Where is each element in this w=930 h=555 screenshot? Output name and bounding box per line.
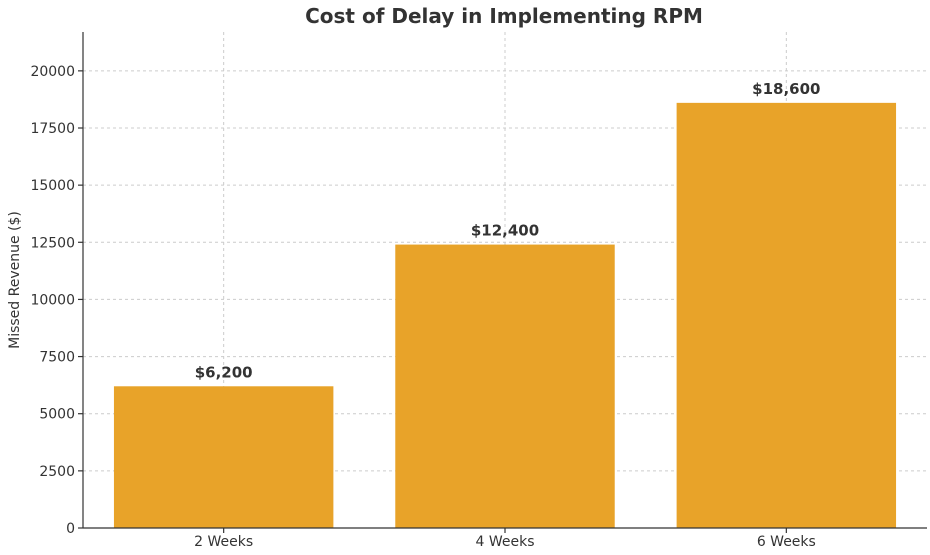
- y-tick-label: 20000: [30, 64, 75, 80]
- x-tick-label: 2 Weeks: [194, 534, 253, 550]
- y-tick-label: 10000: [30, 292, 75, 308]
- y-tick-label: 17500: [30, 121, 75, 137]
- y-tick-label: 0: [66, 521, 75, 537]
- chart-title: Cost of Delay in Implementing RPM: [305, 4, 703, 28]
- bar: [676, 102, 897, 528]
- bar-data-label: $18,600: [752, 80, 820, 98]
- bar: [113, 386, 334, 528]
- x-tick-label: 4 Weeks: [475, 534, 534, 550]
- x-tick-label: 6 Weeks: [757, 534, 816, 550]
- tick-layer: 0 2500 5000 7500 10000 12500 15000 17500 20000 2 …: [30, 64, 815, 550]
- y-tick-label: 5000: [39, 407, 75, 423]
- y-tick-label: 7500: [39, 350, 75, 366]
- y-axis-label: Missed Revenue ($): [7, 211, 23, 349]
- bar: [395, 244, 615, 529]
- y-tick-label: 12500: [30, 235, 75, 251]
- bar-data-label: $12,400: [471, 222, 539, 240]
- y-tick-label: 15000: [30, 178, 75, 194]
- data-label-layer: $6,200 $12,400 $18,600: [195, 80, 821, 381]
- y-tick-label: 2500: [39, 464, 75, 480]
- bar-data-label: $6,200: [195, 363, 253, 381]
- bar-layer: [113, 102, 897, 529]
